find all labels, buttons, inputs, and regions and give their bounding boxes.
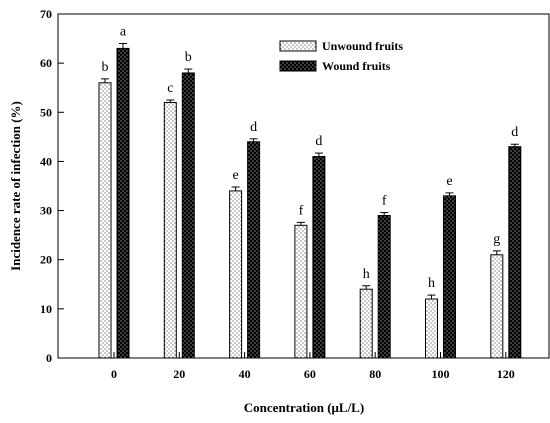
significance-letter: b [185,50,192,65]
y-axis-ticks: 0 10 20 30 40 50 60 70 [40,7,64,365]
x-tick-label: 0 [111,367,117,381]
significance-letter: d [511,125,518,140]
bar-unwound [425,298,438,359]
y-tick-label: 10 [40,302,52,316]
y-tick-label: 70 [40,7,52,21]
bar-unwound [229,190,243,359]
significance-letter: h [363,267,370,282]
legend-label-unwound: Unwound fruits [322,39,403,53]
y-tick-label: 50 [40,105,52,119]
legend-swatch-unwound [279,40,317,52]
significance-letter: c [167,81,173,96]
bar-wound [181,72,195,359]
y-tick-label: 30 [40,204,52,218]
significance-letter: f [299,203,304,218]
x-tick-label: 120 [497,367,515,381]
significance-letter: d [315,134,322,149]
bar-unwound [98,82,112,359]
bar-unwound [163,101,177,359]
bar-unwound [294,224,308,359]
x-tick-label: 40 [239,367,251,381]
bar-wound [247,141,261,359]
significance-letter: d [250,120,257,135]
significance-letter: f [382,194,387,209]
significance-letter: e [446,174,452,189]
x-tick-label: 60 [304,367,316,381]
x-tick-label: 20 [173,367,185,381]
legend-label-wound: Wound fruits [322,59,391,73]
bar-wound [377,214,391,359]
significance-letter: g [493,232,500,247]
significance-letters: b a c b e d f d h f h e g d [102,24,519,291]
bar-wound [508,146,522,359]
x-tick-label: 80 [369,367,381,381]
significance-letter: a [120,24,127,39]
bar-unwound [359,288,373,359]
y-tick-label: 20 [40,253,52,267]
bar-wound [312,156,326,359]
x-tick-label: 100 [432,367,450,381]
bar-wound [116,47,130,359]
bar-wound [443,195,456,359]
significance-letter: h [428,276,435,291]
significance-letter: b [102,60,109,75]
error-bars [101,42,519,300]
legend-swatch-wound [279,60,317,72]
bars [98,47,522,359]
bar-unwound [490,254,504,359]
y-tick-label: 0 [46,351,52,365]
y-axis-title: Incidence rate of infection (%) [8,101,23,271]
legend: Unwound fruits Wound fruits [279,39,403,73]
x-axis-title: Concentration (μL/L) [244,400,364,415]
significance-letter: e [232,168,238,183]
y-tick-label: 60 [40,56,52,70]
y-tick-label: 40 [40,154,52,168]
x-axis-ticks: 0 20 40 60 80 100 120 [111,352,515,381]
